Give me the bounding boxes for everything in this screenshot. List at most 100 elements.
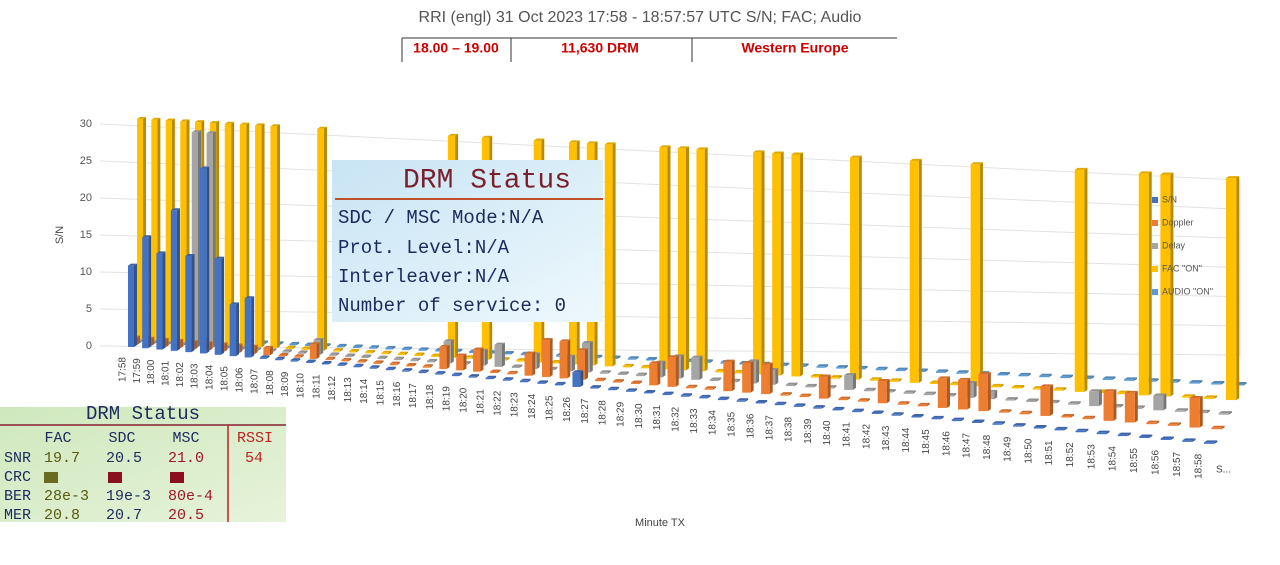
bar (128, 265, 134, 347)
bar (857, 400, 867, 402)
bar-top (244, 296, 255, 299)
bar (524, 353, 533, 376)
bar-side (864, 365, 868, 370)
y-tick-label: 10 (80, 266, 92, 278)
x-tick-label: 18:46 (941, 431, 952, 456)
bar-side (1035, 398, 1039, 402)
bar (309, 344, 317, 359)
bar-top (214, 256, 225, 259)
bar-side (355, 349, 359, 353)
bar-top (301, 346, 312, 349)
bar-side (825, 364, 829, 368)
bar (1167, 424, 1178, 426)
bar-top (1053, 387, 1067, 390)
bar-top (297, 350, 308, 353)
bar (282, 351, 289, 353)
bar-top (836, 365, 848, 368)
bar (278, 355, 286, 357)
bar-top (352, 344, 363, 347)
bar (595, 379, 603, 382)
bar-top (813, 405, 825, 408)
bar-top (816, 364, 829, 367)
bar-side (137, 335, 140, 345)
bar (520, 353, 529, 356)
bar-side (689, 393, 693, 397)
bar (142, 237, 149, 349)
bar (456, 355, 464, 371)
y-tick-label: 30 (80, 118, 92, 130)
bar-side (615, 386, 619, 391)
bar (431, 355, 439, 357)
bar-side (946, 376, 950, 408)
bar (631, 382, 640, 384)
x-tick-label: 18:43 (881, 425, 892, 450)
bar-side (1112, 376, 1116, 380)
bar-top (337, 362, 348, 365)
bar-side (726, 396, 730, 401)
bar (410, 359, 418, 362)
bar (468, 376, 477, 378)
bar-top (799, 393, 812, 396)
panel-title: DRM Status (403, 165, 571, 196)
bar-side (480, 347, 484, 372)
bar-top (373, 360, 384, 363)
bar (1189, 397, 1200, 428)
bar-side (780, 151, 784, 376)
bar-side (1148, 171, 1152, 396)
bar-top (577, 348, 589, 351)
legend-label: AUDIO "ON" (1162, 286, 1213, 296)
bar-side (987, 372, 991, 412)
bar (810, 376, 820, 378)
x-tick-label: 18:11 (311, 374, 322, 399)
bar-top (1204, 440, 1218, 443)
bar-top (435, 371, 446, 374)
x-tick-label: 18:10 (296, 373, 307, 398)
bar-side (1098, 389, 1102, 407)
bar-side (567, 339, 571, 379)
bar-top (443, 339, 454, 342)
panel-title: DRM Status (86, 403, 200, 425)
y-tick-label: 25 (80, 155, 92, 167)
bar-top (869, 377, 882, 380)
bar-top (336, 343, 347, 346)
bar-side (459, 372, 463, 377)
bar (849, 157, 859, 380)
bar-top (793, 403, 806, 406)
bar (780, 394, 789, 396)
bar-top (180, 119, 190, 122)
bar-side (852, 373, 856, 390)
bar (333, 350, 340, 352)
bar-side (280, 341, 284, 345)
bar-side (1214, 440, 1218, 444)
bar-side (892, 389, 896, 393)
bar (1117, 434, 1128, 437)
bar (680, 395, 690, 397)
x-tick-label: 18:47 (962, 433, 973, 458)
bar (385, 347, 393, 350)
bar-top (832, 406, 845, 409)
x-tick-label: 18:36 (745, 413, 756, 438)
x-tick-label: 18:17 (408, 383, 419, 408)
bar (1117, 392, 1128, 395)
bar-top (863, 387, 876, 390)
x-tick-label: 18:48 (982, 434, 993, 459)
bar-side (1050, 384, 1054, 416)
bar-side (1008, 409, 1012, 413)
bar-top (485, 375, 497, 378)
bar (717, 398, 727, 401)
bar (373, 362, 381, 364)
bar-side (904, 367, 908, 372)
x-tick-label: 18:12 (327, 375, 338, 400)
bar (1160, 174, 1171, 397)
bar-side (265, 340, 269, 345)
bar-top (626, 388, 638, 391)
bar-top (473, 347, 484, 350)
bar-side (612, 142, 616, 367)
bar-side (251, 296, 255, 358)
bar-side (634, 388, 638, 392)
cell-value: 19e-3 (106, 488, 151, 505)
bar (852, 410, 861, 413)
bar-side (288, 349, 292, 353)
bar-side (761, 150, 765, 375)
